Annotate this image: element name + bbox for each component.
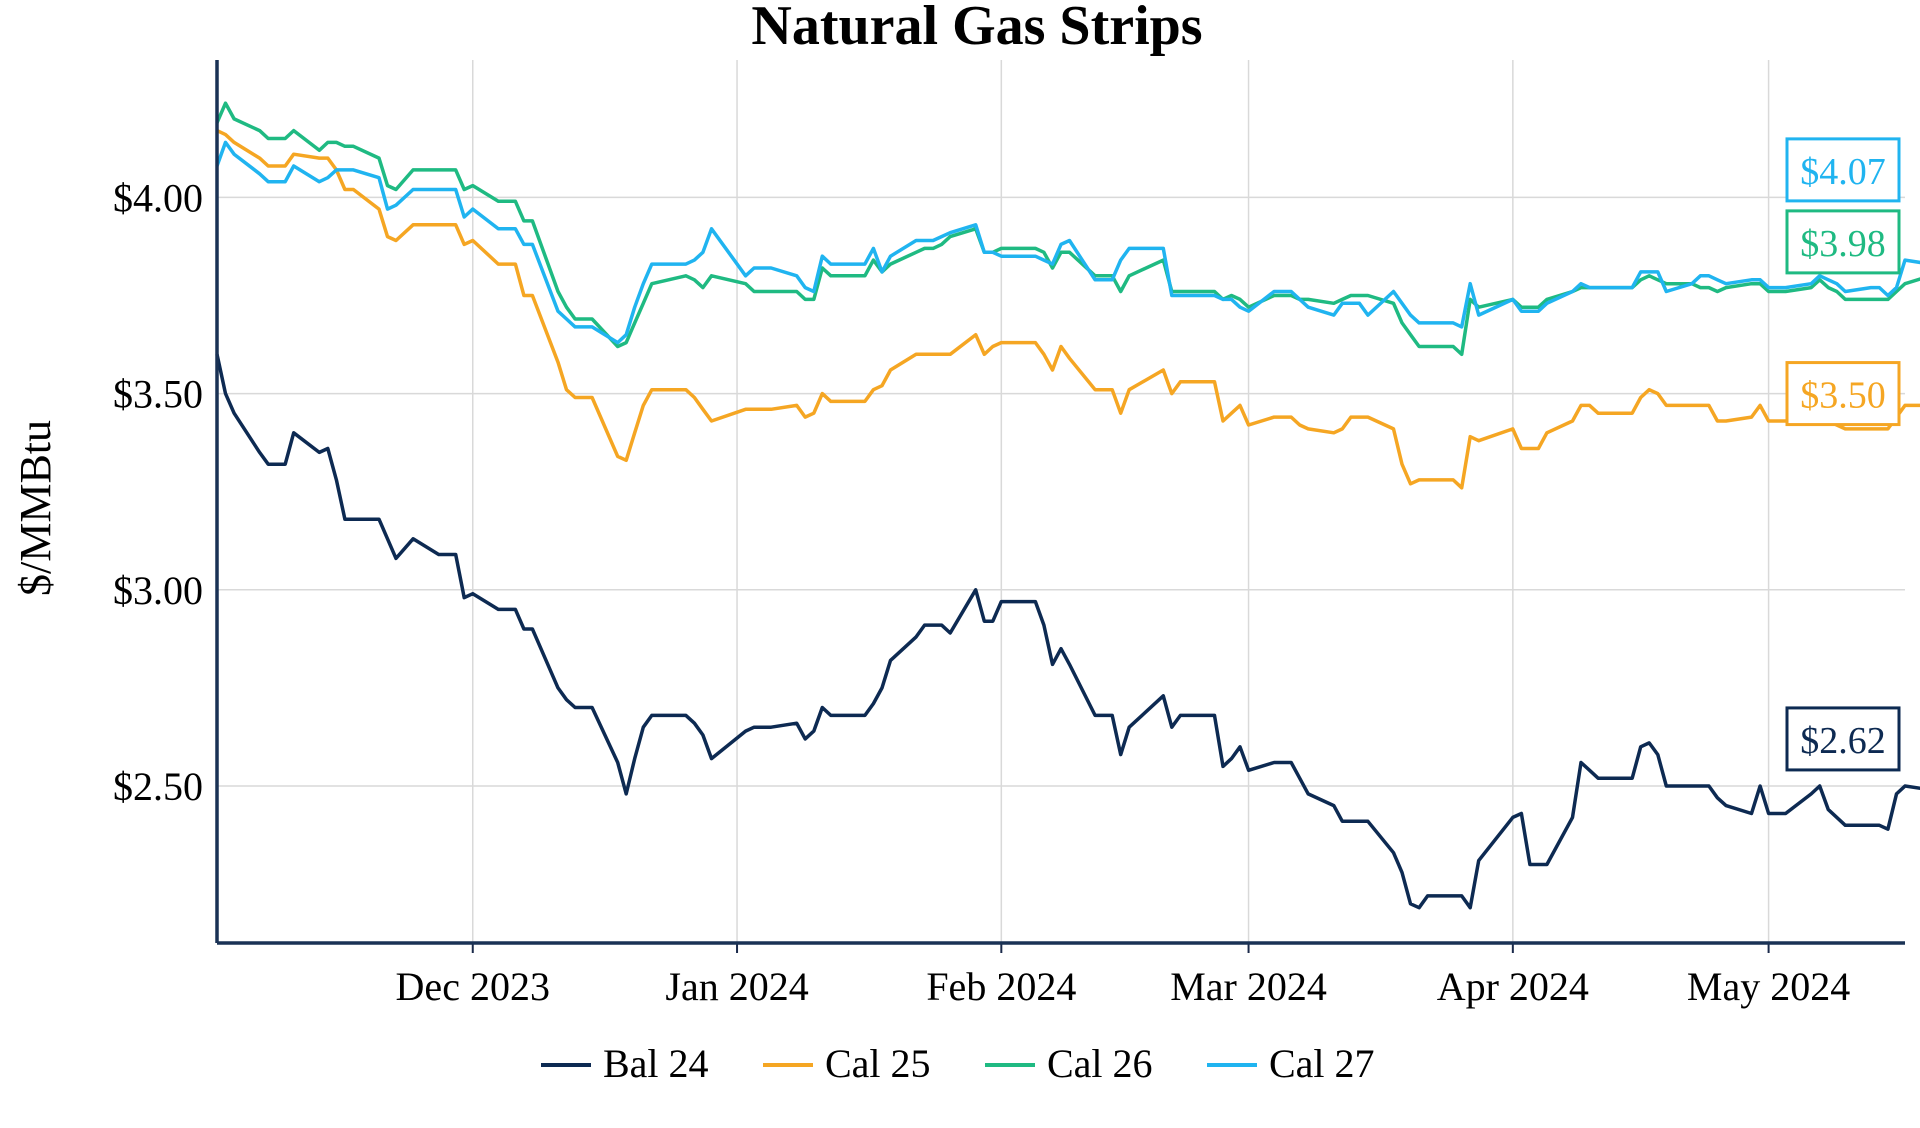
axes xyxy=(215,60,1905,953)
chart-title: Natural Gas Strips xyxy=(751,0,1202,57)
series-line-cal-27 xyxy=(215,140,1920,345)
x-tick-label: Feb 2024 xyxy=(926,964,1076,1009)
x-tick-label: May 2024 xyxy=(1687,964,1850,1009)
end-label-bal-24-box xyxy=(1785,706,1901,772)
end-label-cal-26-box xyxy=(1785,209,1901,275)
x-tick-label: Apr 2024 xyxy=(1437,964,1589,1009)
end-value-labels: $4.07 $3.98 $3.50 $2.62 xyxy=(1785,137,1901,772)
series-line-cal-25 xyxy=(216,129,1920,490)
x-tick-label: Mar 2024 xyxy=(1170,964,1327,1009)
end-label-cal-25-box xyxy=(1785,361,1901,427)
end-label-cal-27-box xyxy=(1785,137,1901,203)
legend-item-cal-25: Cal 25 xyxy=(825,1041,931,1086)
y-tick-label: $2.50 xyxy=(113,764,203,809)
tick-labels: $2.50 $3.00 $3.50 $4.00 Dec 2023 Jan 2024 Feb … xyxy=(113,175,1850,1009)
series-line-bal-24 xyxy=(215,353,1920,910)
x-tick-label: Dec 2023 xyxy=(396,964,550,1009)
end-label-bal-24: $2.62 xyxy=(1800,720,1886,762)
y-tick-label: $3.00 xyxy=(113,568,203,613)
legend-item-cal-27: Cal 27 xyxy=(1269,1041,1375,1086)
end-label-cal-26: $3.98 xyxy=(1800,223,1886,265)
x-tick-label: Jan 2024 xyxy=(665,964,808,1009)
end-label-cal-27: $4.07 xyxy=(1800,151,1886,193)
legend-item-cal-26: Cal 26 xyxy=(1047,1041,1153,1086)
y-tick-label: $3.50 xyxy=(113,372,203,417)
series-lines xyxy=(215,101,1920,910)
legend: Bal 24 Cal 25 Cal 26 Cal 27 xyxy=(541,1041,1375,1086)
end-label-cal-25: $3.50 xyxy=(1800,375,1886,417)
y-axis-label: $/MMBtu xyxy=(11,420,60,596)
legend-item-bal-24: Bal 24 xyxy=(603,1041,709,1086)
gridlines xyxy=(217,60,1905,943)
y-tick-label: $4.00 xyxy=(113,175,203,220)
